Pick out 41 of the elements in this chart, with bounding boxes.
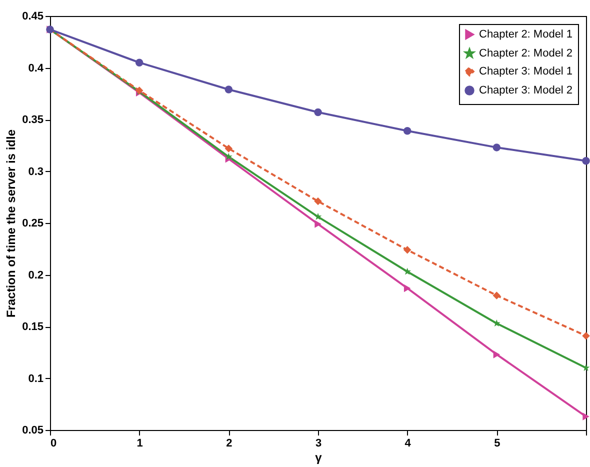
y-tick-label: 0.25: [22, 218, 44, 230]
point: [314, 108, 322, 116]
y-tick-label: 0.45: [22, 10, 44, 22]
point: [224, 86, 233, 94]
y-tick-label: 0.1: [28, 372, 44, 385]
x-tick-label: 2: [226, 438, 232, 450]
y-tick-label: 0.3: [28, 166, 44, 178]
x-tick-label: 1: [136, 438, 143, 450]
point: [582, 332, 590, 340]
y-tick-label: 0.05: [22, 424, 44, 436]
legend-label: Chapter 3: Model 1: [479, 66, 573, 78]
legend-label: Chapter 2: Model 1: [479, 28, 573, 40]
point: [492, 292, 501, 300]
point: [404, 284, 411, 292]
point: [403, 127, 412, 135]
x-tick-label: 0: [50, 438, 57, 450]
point: [582, 412, 590, 420]
x-axis-title: γ: [315, 450, 322, 464]
y-tick-label: 0.15: [22, 321, 44, 333]
y-tick-label: 0.4: [28, 62, 44, 74]
y-tick-label: 0.2: [28, 269, 44, 282]
point: [492, 320, 500, 327]
point: [314, 197, 322, 206]
point: [582, 364, 590, 372]
legend-label: Chapter 2: Model 2: [479, 48, 573, 60]
point: [224, 144, 233, 152]
point: [224, 152, 232, 160]
point: [492, 144, 501, 152]
x-tick-label: 4: [404, 438, 412, 450]
x-tick-label: 3: [315, 438, 322, 450]
point: [314, 220, 322, 228]
point: [582, 157, 590, 165]
y-axis-title: Fraction of time the server is idle: [4, 129, 18, 318]
point: [135, 58, 144, 66]
x-tick-label: 5: [494, 438, 500, 450]
y-tick-label: 0.35: [22, 114, 44, 126]
point: [404, 268, 412, 275]
point: [493, 350, 500, 358]
point: [314, 212, 322, 220]
legend-label: Chapter 3: Model 2: [479, 84, 573, 96]
point: [403, 246, 412, 254]
